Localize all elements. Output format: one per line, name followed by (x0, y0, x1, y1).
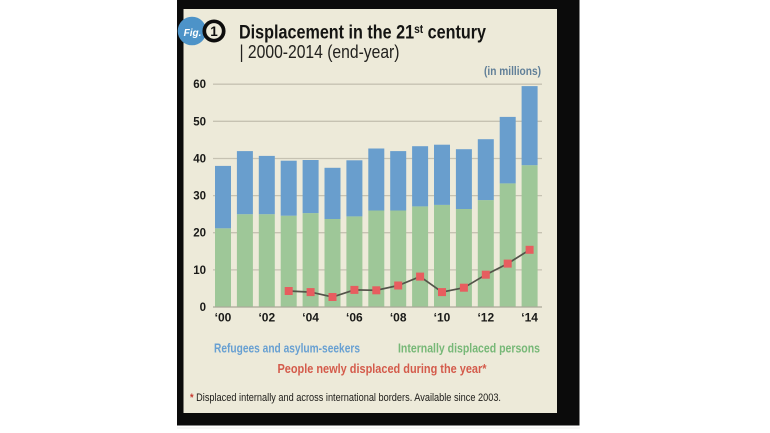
svg-text:‘00: ‘00 (215, 311, 232, 325)
svg-text:Internally displaced persons: Internally displaced persons (398, 341, 540, 356)
svg-text:* Displaced internally and acr: * Displaced internally and across intern… (190, 392, 501, 404)
svg-text:(in millions): (in millions) (484, 66, 541, 78)
svg-text:40: 40 (193, 154, 206, 166)
svg-text:‘02: ‘02 (258, 311, 275, 325)
svg-text:30: 30 (193, 191, 206, 203)
svg-text:‘10: ‘10 (434, 311, 451, 325)
svg-text:1: 1 (210, 24, 218, 39)
svg-text:| 2000-2014 (end-year): | 2000-2014 (end-year) (240, 41, 400, 62)
svg-text:Displacement in the 21st centu: Displacement in the 21st century (239, 22, 486, 44)
svg-text:Fig.: Fig. (184, 28, 202, 39)
svg-text:Refugees and asylum-seekers: Refugees and asylum-seekers (214, 341, 360, 356)
svg-text:‘04: ‘04 (302, 311, 319, 325)
svg-text:‘06: ‘06 (346, 311, 363, 325)
svg-text:‘14: ‘14 (521, 311, 538, 325)
svg-text:0: 0 (200, 302, 206, 314)
svg-text:‘12: ‘12 (477, 311, 494, 325)
svg-text:60: 60 (193, 79, 206, 91)
svg-text:‘08: ‘08 (390, 311, 407, 325)
svg-text:People newly displaced during: People newly displaced during the year* (278, 361, 487, 376)
svg-text:10: 10 (193, 265, 206, 277)
svg-text:20: 20 (193, 228, 206, 240)
svg-text:50: 50 (193, 116, 206, 128)
